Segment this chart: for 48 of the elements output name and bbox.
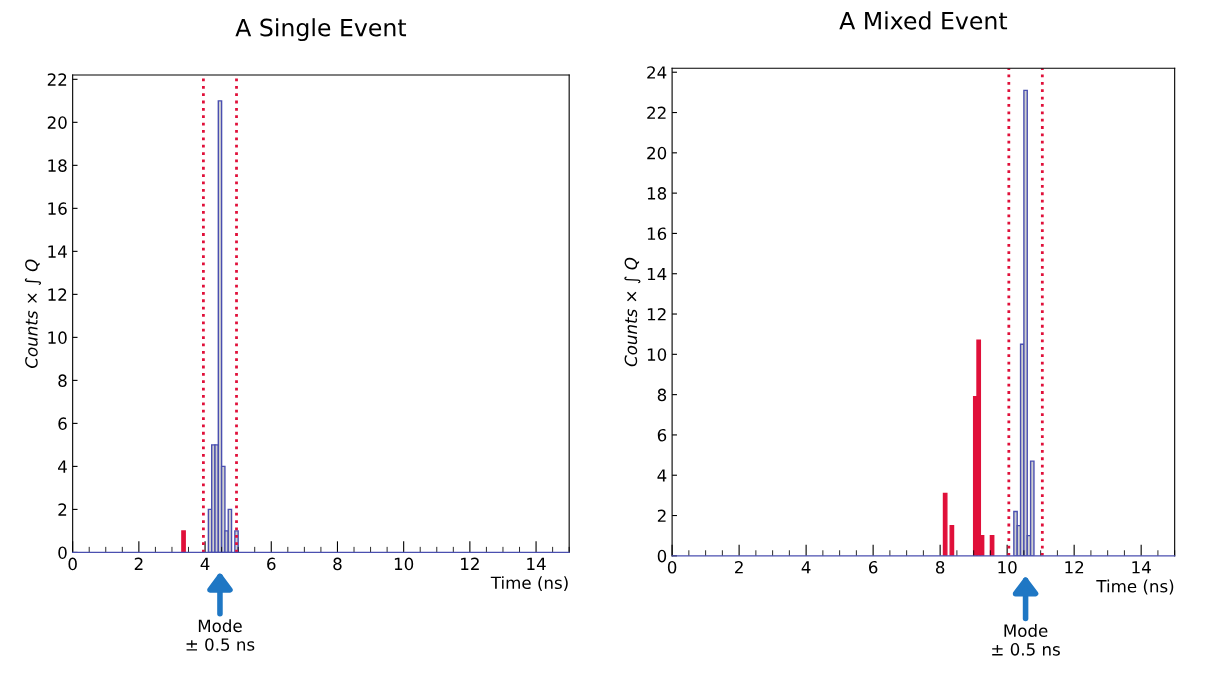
x-tick-label: 6 — [868, 560, 878, 574]
y-axis-title: Counts × ∫ Q — [624, 257, 641, 367]
x-tick-label: 10 — [394, 557, 414, 571]
text: Mode ± 0.5 ns — [186, 619, 255, 651]
y-tick-label: 6 — [657, 428, 667, 442]
x-tick-label: 4 — [200, 557, 210, 570]
y-tick-label: 2 — [58, 503, 67, 516]
y-tick-label: 16 — [647, 227, 667, 240]
y-tick-label: 12 — [647, 307, 666, 321]
y-tick-label: 24 — [647, 66, 667, 79]
x-tick-label: 12 — [1065, 560, 1084, 574]
chart-title: A Mixed Event — [839, 11, 1008, 30]
y-tick-label: 20 — [47, 116, 67, 129]
y-tick-label: 22 — [47, 73, 67, 86]
y-tick-label: 4 — [58, 460, 67, 473]
y-tick-label: 12 — [48, 288, 67, 301]
y-tick-label: 2 — [657, 509, 666, 522]
x-tick-label: 2 — [134, 557, 143, 570]
x-axis-title: Time (ns) — [1096, 579, 1174, 595]
x-tick-label: 6 — [267, 557, 276, 571]
y-tick-label: 0 — [58, 546, 67, 559]
y-tick-label: 18 — [48, 159, 67, 172]
y-tick-label: 4 — [657, 469, 667, 482]
x-tick-label: 10 — [998, 560, 1017, 574]
y-tick-label: 6 — [58, 417, 67, 430]
x-tick-label: 14 — [1132, 561, 1151, 574]
text: Mode ± 0.5 ns — [992, 624, 1060, 656]
x-tick-label: 8 — [333, 557, 342, 571]
x-tick-label: 0 — [68, 557, 77, 571]
x-axis-title: Time (ns) — [490, 576, 568, 592]
y-tick-label: 10 — [647, 348, 667, 361]
y-tick-label: 14 — [48, 245, 67, 258]
x-tick-label: 4 — [801, 561, 811, 574]
y-tick-label: 18 — [647, 187, 667, 200]
y-tick-label: 8 — [58, 374, 67, 387]
x-tick-label: 2 — [735, 560, 743, 574]
y-tick-label: 20 — [647, 146, 667, 160]
x-tick-label: 14 — [527, 557, 546, 570]
y-tick-label: 22 — [647, 106, 666, 119]
y-tick-label: 8 — [657, 388, 667, 402]
chart-title: A Single Event — [235, 18, 407, 42]
x-tick-label: 0 — [667, 560, 677, 574]
y-tick-label: 10 — [48, 331, 67, 344]
y-tick-label: 14 — [647, 267, 667, 281]
x-tick-label: 8 — [935, 560, 945, 574]
y-tick-label: 16 — [48, 202, 67, 215]
y-axis-title: Counts × ∫ Q — [24, 259, 42, 368]
x-tick-label: 12 — [461, 557, 479, 570]
